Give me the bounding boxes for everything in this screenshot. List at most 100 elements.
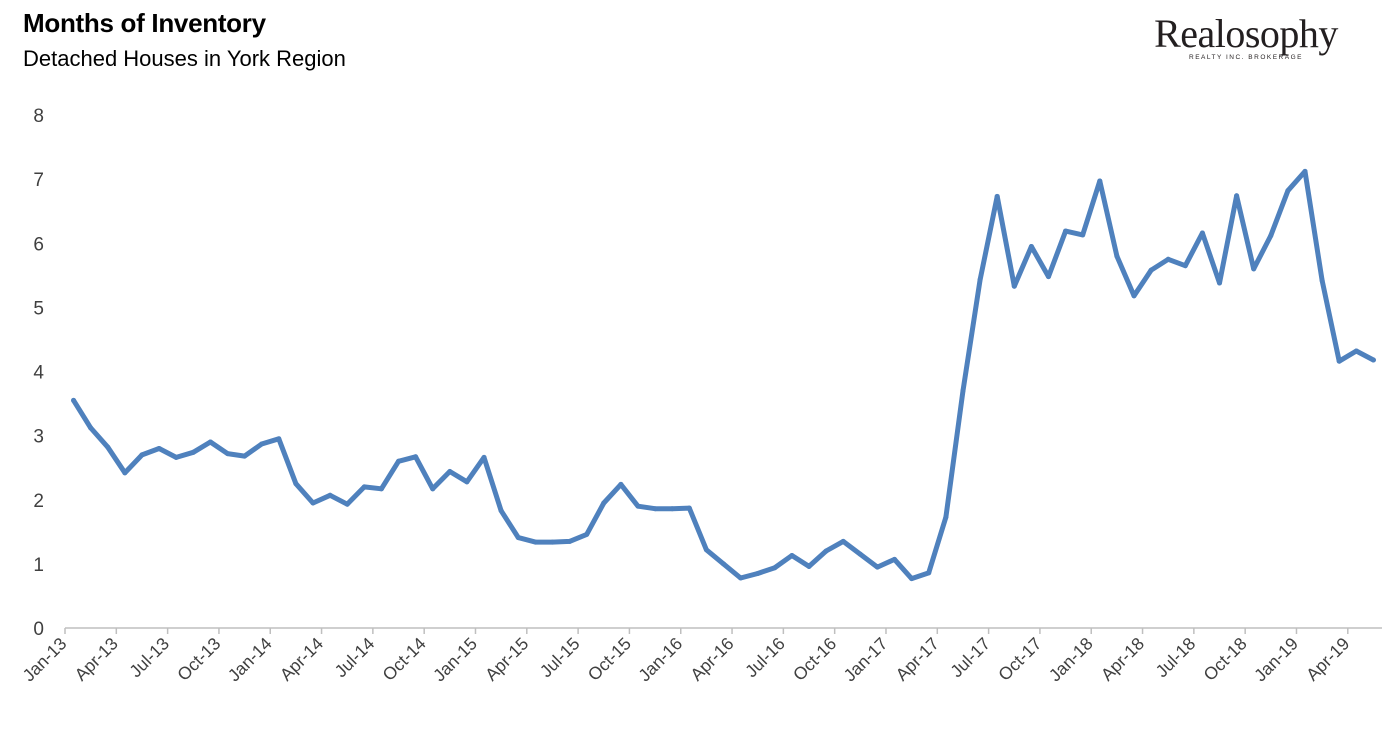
data-point [1063, 228, 1069, 234]
data-point [532, 539, 538, 545]
data-point [1148, 267, 1154, 273]
data-point [635, 503, 641, 509]
data-point [994, 193, 1000, 199]
data-point [242, 453, 248, 459]
x-tick-label: Oct-16 [789, 633, 840, 684]
x-tick-label: Jul-16 [741, 633, 789, 681]
data-point [88, 425, 94, 431]
data-point [703, 547, 709, 553]
chart-title: Months of Inventory [23, 8, 266, 38]
series-line-months-of-inventory [71, 168, 1376, 582]
x-tick-label: Jul-18 [1152, 633, 1200, 681]
data-point [1045, 274, 1051, 280]
data-point [464, 479, 470, 485]
data-point [344, 501, 350, 507]
data-point [960, 388, 966, 394]
x-tick-label: Apr-18 [1097, 633, 1148, 684]
x-tick-label: Jul-13 [125, 633, 173, 681]
x-axis-ticks [64, 628, 1349, 634]
data-point [584, 531, 590, 537]
data-point [498, 508, 504, 514]
data-point [430, 486, 436, 492]
x-tick-label: Jan-17 [840, 633, 892, 685]
x-axis-labels: Jan-13 Apr-13 Jul-13 Oct-13 Jan-14 Apr-14 Jul-… [19, 633, 1354, 685]
data-point [1319, 277, 1325, 283]
data-point [1336, 358, 1342, 364]
x-tick-label: Jul-14 [331, 633, 379, 681]
y-axis-ticks: 0 1 2 3 4 5 6 7 8 [33, 106, 44, 640]
y-tick-label: 1 [33, 555, 44, 576]
data-point [310, 500, 316, 506]
data-point [1353, 348, 1359, 354]
data-point [1285, 188, 1291, 194]
x-tick-label: Jan-18 [1045, 633, 1097, 685]
data-point [669, 506, 675, 512]
data-point [224, 451, 230, 457]
data-point [652, 506, 658, 512]
data-point [738, 575, 744, 581]
data-point [396, 458, 402, 464]
data-point [549, 539, 555, 545]
data-points [71, 168, 1376, 582]
y-tick-label: 6 [33, 234, 44, 255]
y-tick-label: 8 [33, 106, 44, 127]
data-point [1217, 280, 1223, 286]
x-tick-label: Apr-17 [892, 633, 943, 684]
data-point [1131, 293, 1137, 299]
data-point [447, 469, 453, 475]
data-point [71, 397, 77, 403]
x-tick-label: Apr-14 [276, 633, 327, 684]
data-point [874, 564, 880, 570]
x-tick-label: Apr-15 [481, 633, 532, 684]
data-point [686, 505, 692, 511]
data-point [909, 576, 915, 582]
data-point [156, 445, 162, 451]
logo-wordmark: Realosophy [1154, 11, 1338, 56]
data-point [943, 514, 949, 520]
data-point [139, 452, 145, 458]
y-tick-label: 4 [33, 363, 44, 384]
data-point [105, 444, 111, 450]
data-point [618, 481, 624, 487]
data-point [259, 441, 265, 447]
chart-subtitle: Detached Houses in York Region [23, 46, 346, 71]
data-point [276, 436, 282, 442]
data-point [1097, 178, 1103, 184]
x-tick-label: Jul-17 [946, 633, 994, 681]
data-point [1268, 233, 1274, 239]
data-point [1028, 243, 1034, 249]
data-point [173, 454, 179, 460]
x-tick-label: Apr-16 [686, 633, 737, 684]
data-point [926, 570, 932, 576]
x-tick-label: Jan-19 [1250, 633, 1302, 685]
data-point [1011, 283, 1017, 289]
data-point [1370, 357, 1376, 363]
data-point [481, 454, 487, 460]
data-point [515, 535, 521, 541]
data-point [806, 563, 812, 569]
x-tick-label: Oct-18 [1199, 633, 1250, 684]
data-point [293, 481, 299, 487]
data-point [190, 449, 196, 455]
data-point [789, 553, 795, 559]
data-point [977, 277, 983, 283]
data-point [122, 470, 128, 476]
x-tick-label: Jan-13 [19, 633, 71, 685]
data-point [1251, 266, 1257, 272]
y-tick-label: 5 [33, 298, 44, 319]
x-tick-label: Jan-14 [224, 633, 276, 685]
data-point [1080, 232, 1086, 238]
x-tick-label: Oct-14 [378, 633, 429, 684]
data-point [892, 556, 898, 562]
y-tick-label: 2 [33, 491, 44, 512]
data-point [1302, 168, 1308, 174]
data-point [207, 439, 213, 445]
data-point [755, 570, 761, 576]
x-tick-label: Oct-17 [994, 633, 1045, 684]
x-tick-label: Oct-13 [173, 633, 224, 684]
data-point [1182, 263, 1188, 269]
data-point [840, 538, 846, 544]
y-tick-label: 3 [33, 427, 44, 448]
logo-tagline: REALTY INC. BROKERAGE [1189, 54, 1303, 61]
